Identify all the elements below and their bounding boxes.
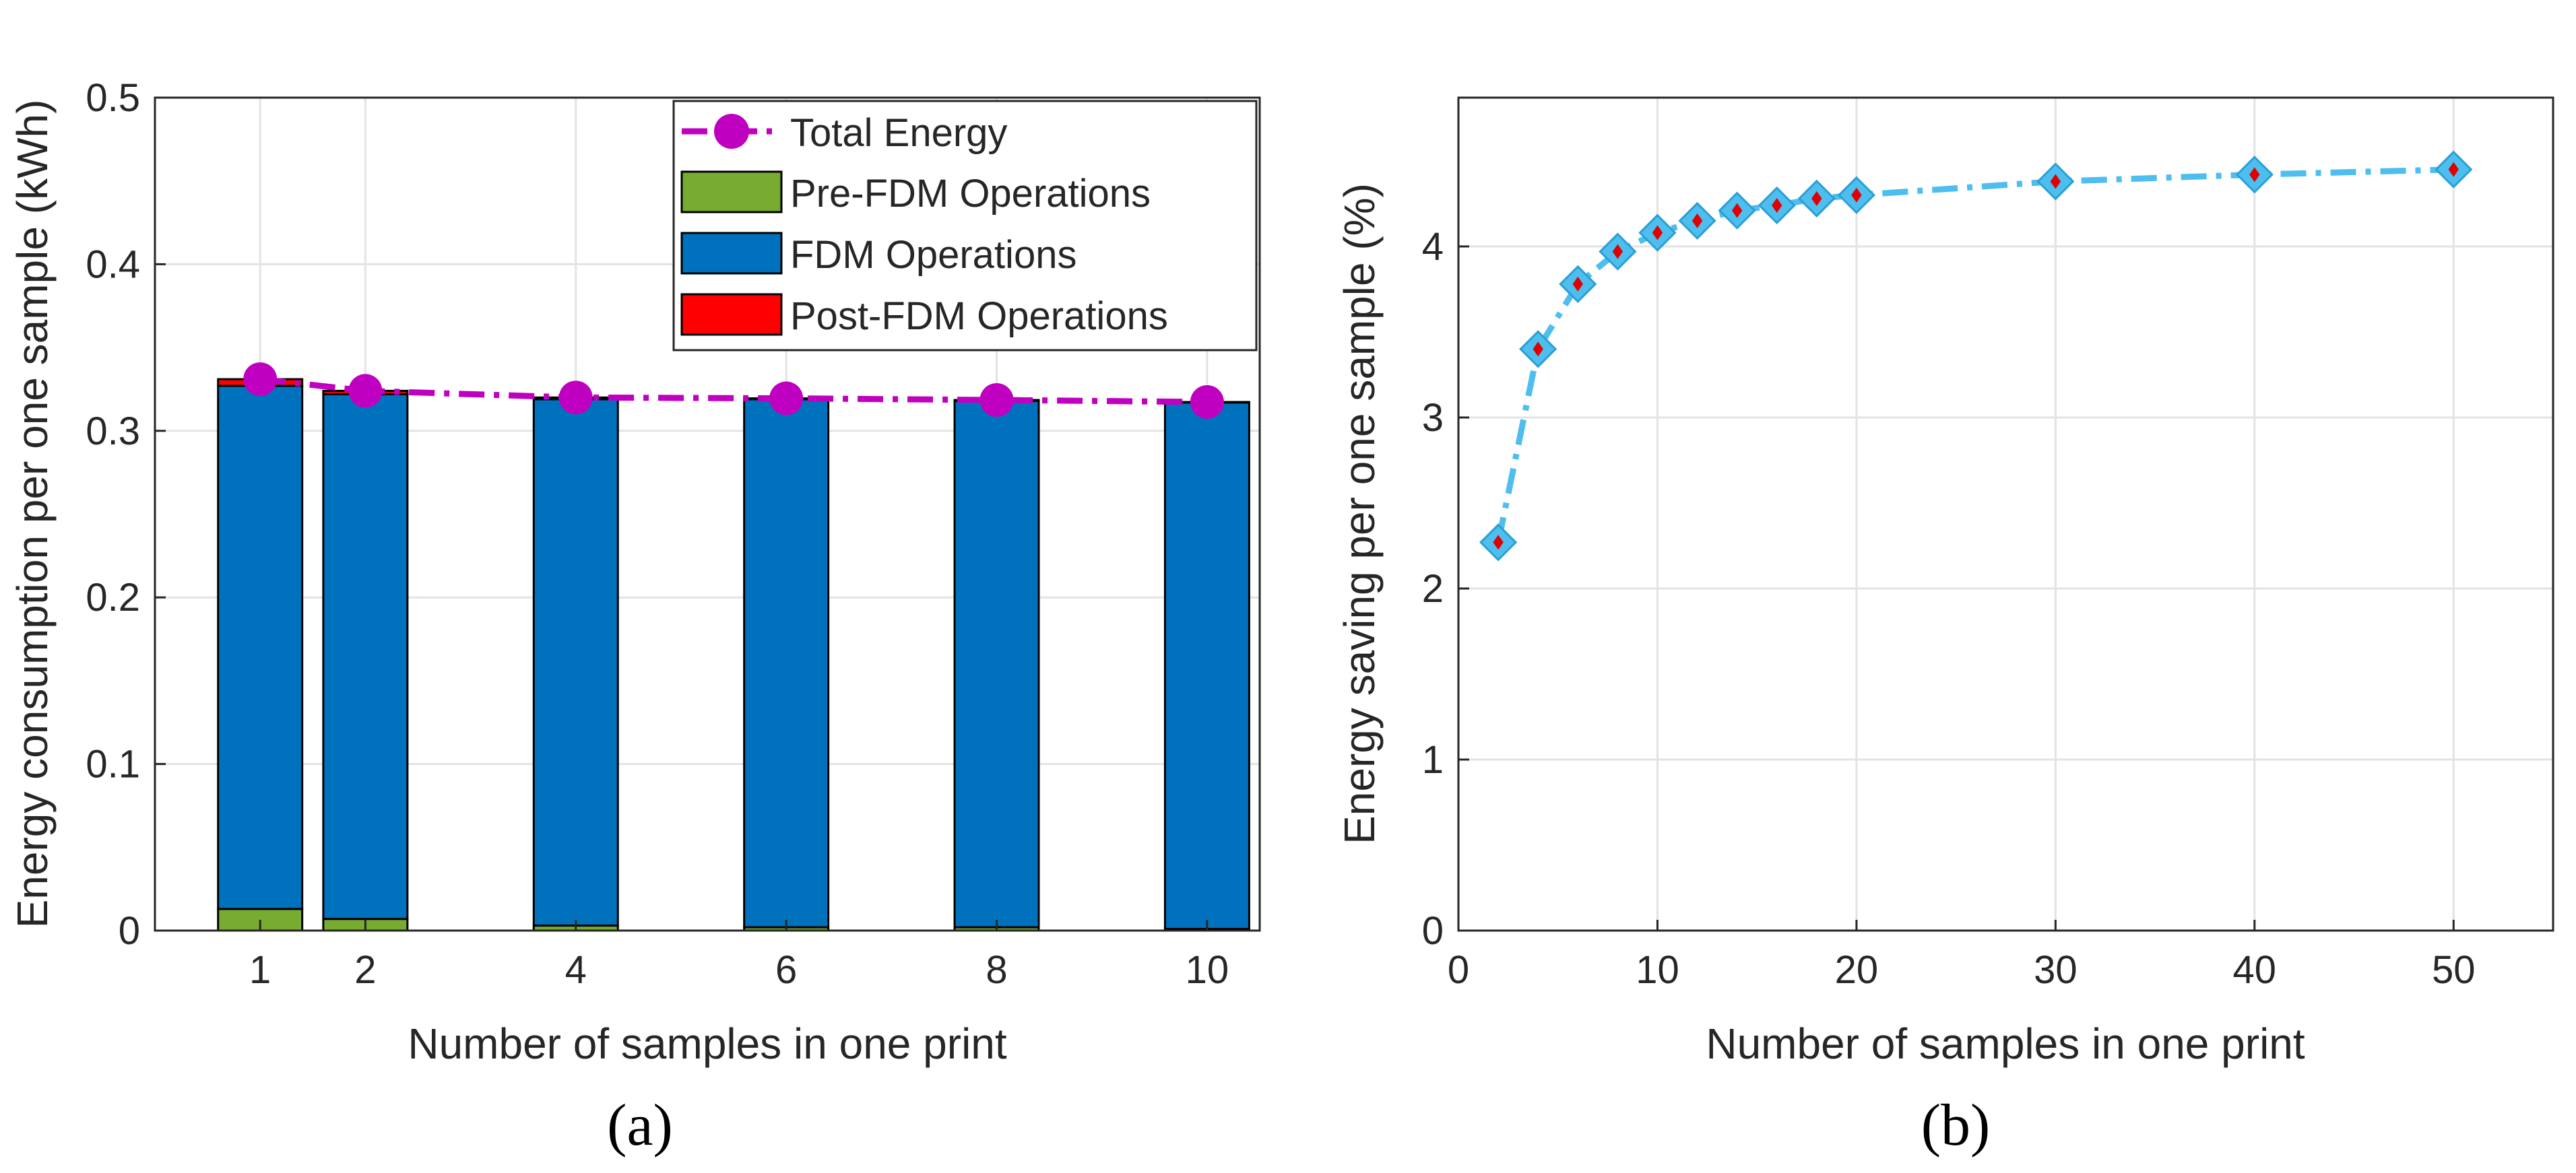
ticks-b: 0 10 20 30 40 50 0 1 2 3 4 <box>1422 225 2476 992</box>
energy-saving-marker-inner <box>1731 203 1743 218</box>
energy-saving-point-6 <box>1559 265 1597 303</box>
x-tick-label: 6 <box>775 948 797 992</box>
energy-saving-point-4 <box>1519 330 1557 368</box>
energy-saving-marker-inner <box>1811 191 1822 206</box>
chart-b: 0 10 20 30 40 50 0 1 2 3 4 Number of samples in on… <box>1335 96 2554 1158</box>
total-energy-point-4 <box>558 380 593 415</box>
x-tick-label: 30 <box>2034 948 2078 992</box>
bar-fdm-1 <box>217 384 304 910</box>
energy-saving-point-18 <box>1797 179 1836 217</box>
x-tick-label: 20 <box>1835 948 1879 992</box>
energy-saving-marker-inner <box>2448 162 2459 177</box>
axes-frame-a <box>154 96 1261 932</box>
legend-fdm: FDM Operations <box>790 233 1076 277</box>
y-tick-label: 0 <box>1422 909 1444 953</box>
x-tick-label: 40 <box>2233 948 2277 992</box>
y-tick-label: 3 <box>1422 396 1444 440</box>
x-axis-label-b: Number of samples in one print <box>1706 1019 2305 1068</box>
legend-post-fdm-swatch <box>680 293 783 336</box>
axes-frame-b <box>1457 96 2554 932</box>
caption-b: (b) <box>1921 1093 1991 1158</box>
energy-saving-point-8 <box>1599 232 1637 271</box>
total-energy-point-8 <box>979 383 1014 417</box>
y-tick-label: 2 <box>1422 567 1444 611</box>
legend-pre-fdm-swatch <box>680 170 783 213</box>
x-tick-label: 1 <box>249 948 271 992</box>
legend-post-fdm: Post-FDM Operations <box>790 294 1168 338</box>
energy-saving-line <box>1479 150 2473 562</box>
energy-saving-marker-inner <box>1493 535 1504 550</box>
y-tick-label: 0 <box>119 909 140 953</box>
legend-box <box>672 100 1258 351</box>
ticks-a: 1 2 4 6 8 10 0 0.1 0.2 0.3 0.4 0.5 <box>86 76 1229 992</box>
total-energy-point-6 <box>769 381 804 415</box>
legend-total-energy-marker <box>714 114 749 149</box>
energy-saving-point-50 <box>2435 150 2473 189</box>
energy-saving-point-16 <box>1758 186 1796 225</box>
energy-saving-point-40 <box>2235 156 2274 194</box>
x-tick-label: 2 <box>354 948 376 992</box>
bar-fdm-4 <box>532 398 619 927</box>
x-tick-label: 8 <box>986 948 1007 992</box>
y-axis-label-b: Energy saving per one sample (%) <box>1335 183 1384 844</box>
energy-saving-point-10 <box>1638 213 1677 252</box>
legend-total-energy: Total Energy <box>790 111 1007 155</box>
y-tick-label: 0.3 <box>86 409 140 453</box>
total-energy-point-10 <box>1190 384 1224 419</box>
energy-saving-marker-inner <box>1572 276 1583 292</box>
energy-saving-marker-inner <box>1652 225 1663 240</box>
x-tick-label: 10 <box>1186 948 1229 992</box>
bar-fdm-10 <box>1163 401 1250 931</box>
bar-fdm-8 <box>953 399 1040 929</box>
total-energy-line-path <box>259 376 1207 405</box>
plot-area-b <box>1458 98 2553 931</box>
energy-saving-marker-inner <box>1692 213 1703 228</box>
energy-saving-point-12 <box>1678 201 1716 240</box>
legend-a: Total Energy Pre-FDM Operations FDM Oper… <box>672 100 1258 351</box>
x-tick-label: 50 <box>2432 948 2476 992</box>
energy-saving-marker-inner <box>1533 341 1543 357</box>
energy-saving-point-14 <box>1718 191 1756 230</box>
y-tick-label: 0.5 <box>86 76 140 120</box>
y-tick-label: 0.4 <box>86 242 140 286</box>
chart-a: 1 2 4 6 8 10 0 0.1 0.2 0.3 0.4 0.5 Number of sample… <box>8 76 1261 1158</box>
x-tick-label: 4 <box>565 948 587 992</box>
energy-saving-marker-inner <box>1612 244 1623 259</box>
bars-a <box>217 378 1250 932</box>
bar-fdm-6 <box>743 398 830 929</box>
x-tick-label: 0 <box>1448 948 1469 992</box>
x-tick-label: 10 <box>1636 948 1679 992</box>
y-tick-label: 0.2 <box>86 576 140 619</box>
y-tick-label: 4 <box>1422 225 1444 269</box>
total-energy-point-2 <box>348 374 383 408</box>
bar-fdm-2 <box>322 393 409 920</box>
energy-saving-point-20 <box>1837 176 1876 214</box>
legend-pre-fdm: Pre-FDM Operations <box>790 172 1151 215</box>
total-energy-point-1 <box>243 362 278 397</box>
caption-a: (a) <box>607 1093 673 1158</box>
x-axis-label-a: Number of samples in one print <box>408 1019 1007 1068</box>
legend-fdm-swatch <box>680 232 783 275</box>
energy-saving-point-30 <box>2036 162 2075 201</box>
total-energy-line <box>243 362 1224 419</box>
energy-saving-marker-inner <box>1772 198 1782 213</box>
y-tick-label: 1 <box>1422 738 1444 782</box>
energy-saving-marker-inner <box>2249 167 2260 182</box>
y-axis-label-a: Energy consumption per one sample (kWh) <box>8 100 57 929</box>
y-tick-label: 0.1 <box>86 743 140 786</box>
energy-saving-marker-inner <box>2050 174 2061 189</box>
energy-saving-marker-inner <box>1851 187 1862 203</box>
energy-saving-point-2 <box>1479 523 1518 562</box>
